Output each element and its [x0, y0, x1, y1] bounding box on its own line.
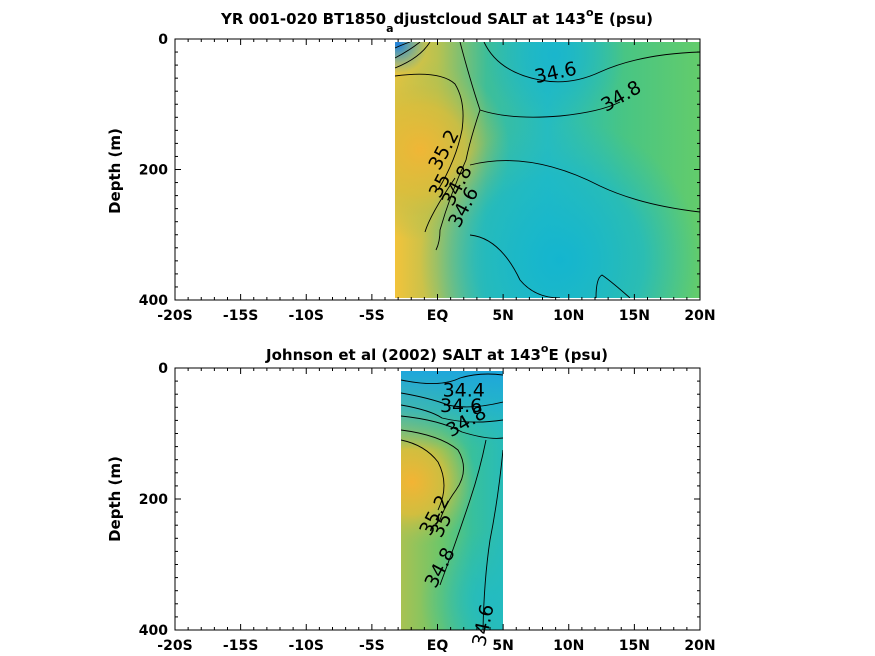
contour-34.8-bottom — [401, 415, 503, 439]
ylabel-bottom: Depth (m) — [106, 456, 124, 542]
y-tick-label: 400 — [139, 623, 168, 639]
contour-34.8-top-a — [395, 73, 464, 191]
title-bottom-part-1: Johnson et al (2002) SALT at 143 — [265, 346, 541, 364]
x-tick-label: EQ — [427, 638, 449, 654]
salinity-field-top — [395, 42, 700, 298]
contour-34.4-top — [395, 42, 421, 59]
panel-top: YR 001-020 BT1850adjustcloud SALT at 143… — [106, 6, 716, 324]
title-bottom: Johnson et al (2002) SALT at 143oE (psu) — [265, 342, 608, 364]
y-tick-label: 400 — [139, 293, 168, 309]
contour-34.4-bottom — [401, 392, 503, 408]
x-tick-label: 10N — [553, 308, 584, 324]
y-tick-label: 200 — [139, 163, 168, 179]
ticks-top: -20S -15S -10S -5S EQ 5N 10N 15N 20N 0 200 400 — [139, 32, 716, 324]
title-top-part-3: E (psu) — [594, 10, 654, 28]
salinity-field-bottom — [401, 371, 503, 630]
contour-34.6-top-b — [483, 42, 700, 83]
contour-34.2-bottom — [401, 373, 503, 384]
x-tick-label: 5N — [492, 638, 513, 654]
contour-34.6-top-e — [595, 274, 631, 298]
contour-34.8-top-c — [479, 101, 621, 118]
x-tick-label: -5S — [359, 638, 385, 654]
x-tick-label: -5S — [359, 308, 385, 324]
contour-label: 34.4 — [443, 379, 485, 401]
x-tick-label: EQ — [427, 308, 449, 324]
panel-bottom: Johnson et al (2002) SALT at 143oE (psu)… — [106, 342, 716, 654]
x-tick-label: -20S — [157, 308, 192, 324]
x-tick-label: 10N — [553, 638, 584, 654]
x-tick-label: 15N — [619, 308, 650, 324]
x-tick-label: 20N — [684, 308, 715, 324]
x-tick-label: -10S — [289, 308, 324, 324]
ticks-bottom: -20S -15S -10S -5S EQ 5N 10N 15N 20N 0 200 400 — [139, 361, 716, 654]
title-top-part-2: djustcloud SALT at 143 — [394, 10, 586, 28]
contour-34.6-top-d — [469, 234, 561, 298]
contour-35.2-bottom — [401, 439, 445, 511]
contour-34.6-top-a — [395, 42, 431, 69]
x-tick-label: -15S — [223, 308, 258, 324]
x-tick-label: 5N — [492, 308, 513, 324]
title-top-sub: a — [386, 22, 393, 35]
x-tick-label: -15S — [223, 638, 258, 654]
contour-34.2-top — [395, 42, 411, 49]
title-top-part-1: YR 001-020 BT1850 — [220, 10, 386, 28]
x-tick-label: -20S — [157, 638, 192, 654]
contour-35-top — [424, 177, 456, 233]
x-tick-label: -10S — [289, 638, 324, 654]
ylabel-top: Depth (m) — [106, 128, 124, 214]
contour-label: 34.6 — [440, 395, 482, 417]
title-bottom-part-2: E (psu) — [548, 346, 608, 364]
y-tick-label: 0 — [158, 361, 168, 377]
contour-35-bottom — [401, 429, 464, 521]
contour-34.8-bottom-b — [439, 439, 487, 586]
contour-34.6-top-c — [469, 160, 700, 213]
x-tick-label: 20N — [684, 638, 715, 654]
y-tick-label: 200 — [139, 492, 168, 508]
contour-34.6-bottom-b — [482, 449, 503, 630]
contour-34.8-top-b — [435, 42, 481, 251]
y-tick-label: 0 — [158, 32, 168, 48]
contour-34.6-bottom — [401, 404, 503, 423]
title-top: YR 001-020 BT1850adjustcloud SALT at 143… — [220, 6, 653, 35]
title-bottom-sup: o — [541, 342, 549, 355]
x-tick-label: 15N — [619, 638, 650, 654]
title-top-sup: o — [586, 6, 594, 19]
